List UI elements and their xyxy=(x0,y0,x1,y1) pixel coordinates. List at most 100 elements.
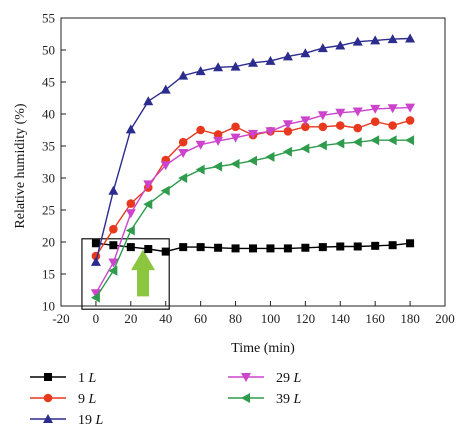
data-point xyxy=(230,133,241,143)
y-tick-label: 30 xyxy=(42,171,55,186)
data-point xyxy=(317,140,327,151)
legend-series-unit: L xyxy=(95,413,104,428)
legend-series-name: 29 xyxy=(276,371,294,386)
x-tick-label: 200 xyxy=(435,311,455,326)
data-point xyxy=(178,173,188,183)
x-tick-label: 120 xyxy=(296,311,316,326)
data-point xyxy=(125,124,136,134)
series-group xyxy=(90,33,416,303)
x-tick-label: 180 xyxy=(400,311,420,326)
y-tick-label: 55 xyxy=(42,11,55,26)
data-point xyxy=(126,199,136,208)
y-tick-label: 50 xyxy=(42,43,55,58)
series-29L xyxy=(90,103,416,299)
data-point xyxy=(370,135,380,146)
x-tick-label: 20 xyxy=(124,311,137,326)
data-point xyxy=(406,239,415,248)
data-point xyxy=(335,121,345,130)
data-point xyxy=(109,241,118,250)
data-point xyxy=(249,244,257,253)
y-tick-label: 20 xyxy=(42,235,55,250)
data-point xyxy=(90,289,101,299)
y-tick-label: 35 xyxy=(42,139,55,154)
legend-series-name: 19 xyxy=(78,413,96,428)
series-19L xyxy=(90,33,416,266)
data-point xyxy=(179,243,188,252)
data-point xyxy=(109,224,118,234)
data-point xyxy=(335,138,345,149)
legend-item-39L: 39 L xyxy=(228,392,302,407)
data-point xyxy=(125,209,136,219)
data-point xyxy=(387,104,398,114)
series-line xyxy=(95,119,411,257)
data-point xyxy=(336,242,345,251)
data-point xyxy=(195,140,206,150)
data-point xyxy=(144,245,153,254)
x-tick-label: 60 xyxy=(194,311,207,326)
data-point xyxy=(90,292,100,303)
data-point xyxy=(108,265,118,276)
data-point xyxy=(143,180,154,190)
legend-item-1L: 1 L xyxy=(30,371,97,386)
data-point xyxy=(335,108,346,118)
data-point xyxy=(160,161,171,171)
data-point xyxy=(196,125,205,135)
data-point xyxy=(143,96,154,106)
data-point xyxy=(125,225,135,236)
data-point xyxy=(195,66,206,76)
axes-group: -20 0 20 40 60 80 100 120 140 160 180 200 10 15 20 25 30… xyxy=(42,11,455,327)
legend-series-name: 39 xyxy=(276,392,294,407)
x-axis-title: Time (min) xyxy=(231,341,295,356)
up-arrow-icon xyxy=(131,249,156,297)
data-point xyxy=(213,62,224,72)
data-point xyxy=(265,151,275,162)
legend-item-29L: 29 L xyxy=(228,371,302,386)
data-point xyxy=(90,256,101,266)
legend-series-unit: L xyxy=(293,392,302,407)
data-point xyxy=(161,247,170,256)
legend-marker xyxy=(241,393,250,403)
data-point xyxy=(317,43,328,53)
y-tick-label: 40 xyxy=(42,107,55,122)
data-point xyxy=(196,243,205,252)
data-point xyxy=(108,185,119,195)
data-point xyxy=(213,130,223,139)
data-point xyxy=(405,135,415,146)
legend-series-name: 9 xyxy=(78,392,89,407)
legend-label: 29 L xyxy=(276,371,302,386)
data-point xyxy=(300,116,311,126)
plot-frame xyxy=(60,17,446,307)
data-point xyxy=(318,243,327,252)
legend-item-19L: 19 L xyxy=(30,413,104,428)
legend-label: 19 L xyxy=(78,413,104,428)
x-tick-label: 160 xyxy=(365,311,385,326)
data-point xyxy=(283,126,293,136)
data-point xyxy=(230,61,241,71)
data-point xyxy=(405,103,416,113)
data-point xyxy=(195,164,205,175)
data-point xyxy=(370,104,381,114)
data-point xyxy=(282,146,292,157)
data-point xyxy=(214,243,223,252)
legend-label: 1 L xyxy=(78,371,97,386)
data-point xyxy=(160,185,170,196)
x-tick-label: 40 xyxy=(159,311,172,326)
data-point xyxy=(265,55,276,65)
data-point xyxy=(143,199,153,210)
data-point xyxy=(301,243,310,252)
data-point xyxy=(352,137,362,148)
data-point xyxy=(248,129,258,139)
data-point xyxy=(317,111,328,121)
legend: 1 L9 L19 L29 L39 L xyxy=(30,371,302,428)
data-point xyxy=(178,137,188,147)
x-tick-label: -20 xyxy=(52,311,69,326)
x-tick-label: 100 xyxy=(261,311,281,326)
legend-marker xyxy=(44,373,52,381)
data-point xyxy=(248,57,258,67)
y-tick-label: 10 xyxy=(42,299,55,314)
legend-label: 39 L xyxy=(276,392,302,407)
x-tick-label: 0 xyxy=(93,311,100,326)
data-point xyxy=(371,241,380,250)
data-point xyxy=(160,84,171,94)
